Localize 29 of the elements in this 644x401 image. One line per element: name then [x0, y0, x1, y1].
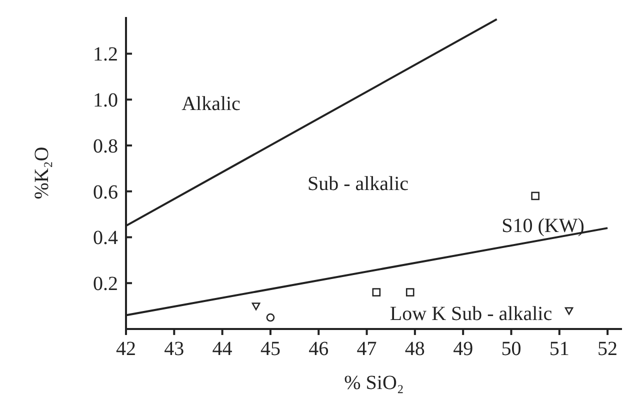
annotation: S10 (KW): [502, 215, 584, 237]
point: [564, 307, 574, 315]
y-tick-label: 0.2: [93, 273, 118, 296]
annotation: Sub - alkalic: [307, 173, 409, 195]
x-tick-label: 52: [598, 338, 618, 360]
point: [252, 302, 260, 310]
annotation: Low K Sub - alkalic: [390, 303, 552, 325]
x-tick-label: 43: [164, 338, 184, 360]
y-axis-title: %K₂O: [31, 146, 53, 200]
x-tick-label: 46: [308, 338, 329, 360]
y-tick-label: 0.8: [93, 135, 118, 158]
x-axis-title: % SiO₂: [344, 372, 404, 394]
point: [266, 313, 275, 322]
x-tick-label: 47: [356, 338, 377, 360]
point: [372, 288, 381, 296]
annotation: Alkalic: [182, 93, 241, 115]
point: [531, 192, 540, 200]
x-tick-label: 45: [260, 338, 280, 360]
point: [406, 288, 414, 296]
x-tick-label: 49: [453, 338, 474, 360]
x-tick-label: 48: [404, 338, 425, 360]
y-tick-label: 1.0: [93, 90, 118, 112]
y-tick-label: 0.6: [93, 181, 118, 204]
x-tick-label: 42: [116, 338, 136, 360]
x-tick-label: 51: [549, 338, 570, 360]
x-tick-label: 50: [501, 338, 522, 360]
x-tick-label: 44: [212, 338, 232, 360]
y-tick-label: 1.2: [93, 44, 118, 66]
y-tick-label: 0.4: [93, 227, 118, 250]
